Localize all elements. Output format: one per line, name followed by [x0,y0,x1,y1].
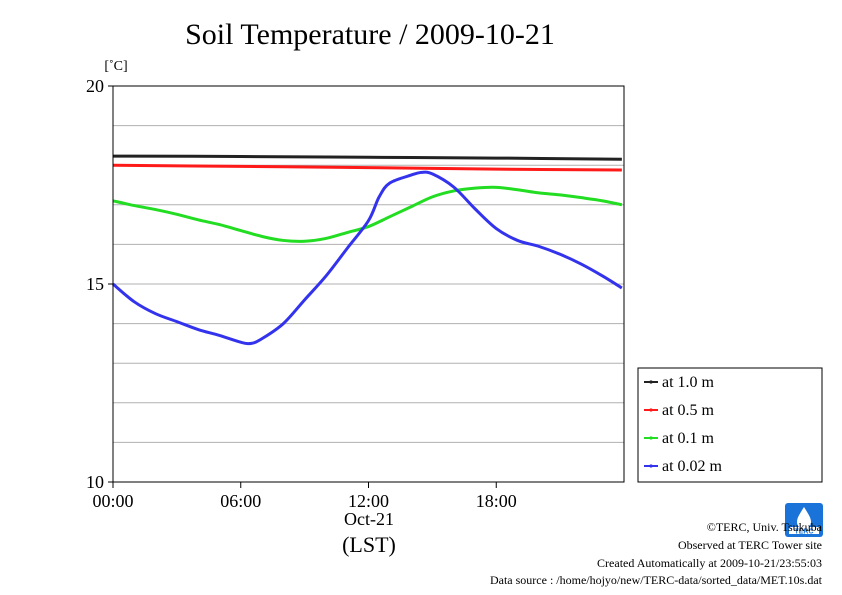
legend-marker [649,408,653,412]
y-tick-label: 20 [86,76,104,96]
gridlines [113,125,624,443]
legend-marker [649,464,653,468]
x-tick-label: 12:00 [348,491,389,511]
y-axis-unit: [˚C] [104,59,127,74]
series-line-2 [112,163,622,172]
legend-label: at 1.0 m [662,374,715,391]
chart-title: Soil Temperature / 2009-10-21 [185,18,555,51]
legend-label: at 0.1 m [662,430,715,447]
x-tick-label: 00:00 [92,491,133,511]
x-axis-date-label: Oct-21 [344,509,394,529]
legend-label: at 0.02 m [662,458,723,475]
x-axis-label: (LST) [342,532,396,557]
site-text: Observed at TERC Tower site [677,538,822,552]
legend-label: at 0.5 m [662,402,715,419]
legend: at 1.0 m at 0.5 m at 0.1 m at 0.02 m [637,367,823,483]
y-tick-label: 15 [86,274,104,294]
legend-marker [649,380,653,384]
terc-logo: TERC [785,503,823,537]
x-axis-ticks: 00:00 06:00 12:00 18:00 [92,482,517,511]
y-axis-ticks: 10 15 20 [86,76,113,492]
legend-marker [649,436,653,440]
series-line-4 [112,170,623,346]
logo-text: TERC [794,529,813,536]
series-line-3 [112,185,623,243]
x-tick-label: 06:00 [220,491,261,511]
series-line-1 [112,154,622,161]
created-text: Created Automatically at 2009-10-21/23:5… [597,556,822,570]
y-tick-label: 10 [86,472,104,492]
x-tick-label: 18:00 [476,491,517,511]
series-lines [112,154,623,346]
source-text: Data source : /home/hojyo/new/TERC-data/… [489,573,822,587]
legend-box [637,367,823,483]
copyright-text: ©TERC, Univ. Tsukuba [706,520,822,534]
